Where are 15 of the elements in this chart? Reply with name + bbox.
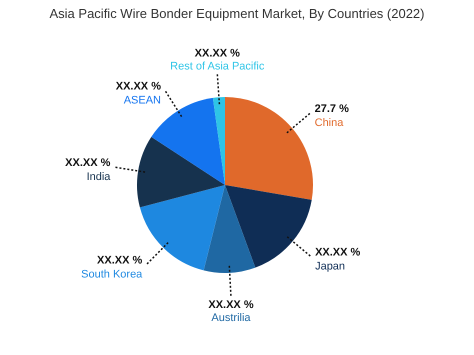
data-label: XX.XX % <box>194 47 240 60</box>
slice-label: India <box>86 171 112 184</box>
data-label: XX.XX % <box>65 157 111 170</box>
slice-label: Austrilia <box>211 312 252 324</box>
slice-label: China <box>314 116 344 129</box>
slice-label: South Korea <box>81 268 144 281</box>
chart-title: Asia Pacific Wire Bonder Equipment Market, By Countries (2022) <box>50 6 424 22</box>
data-label: XX.XX % <box>315 246 361 259</box>
slice-label: Japan <box>315 260 346 273</box>
slice-label: ASEAN <box>124 94 162 106</box>
data-label: 27.7 % <box>314 102 350 115</box>
data-label: XX.XX % <box>208 298 254 311</box>
data-label: XX.XX % <box>116 80 162 92</box>
slice-label: Rest of Asia Pacific <box>170 60 265 72</box>
data-label: XX.XX % <box>97 254 143 267</box>
